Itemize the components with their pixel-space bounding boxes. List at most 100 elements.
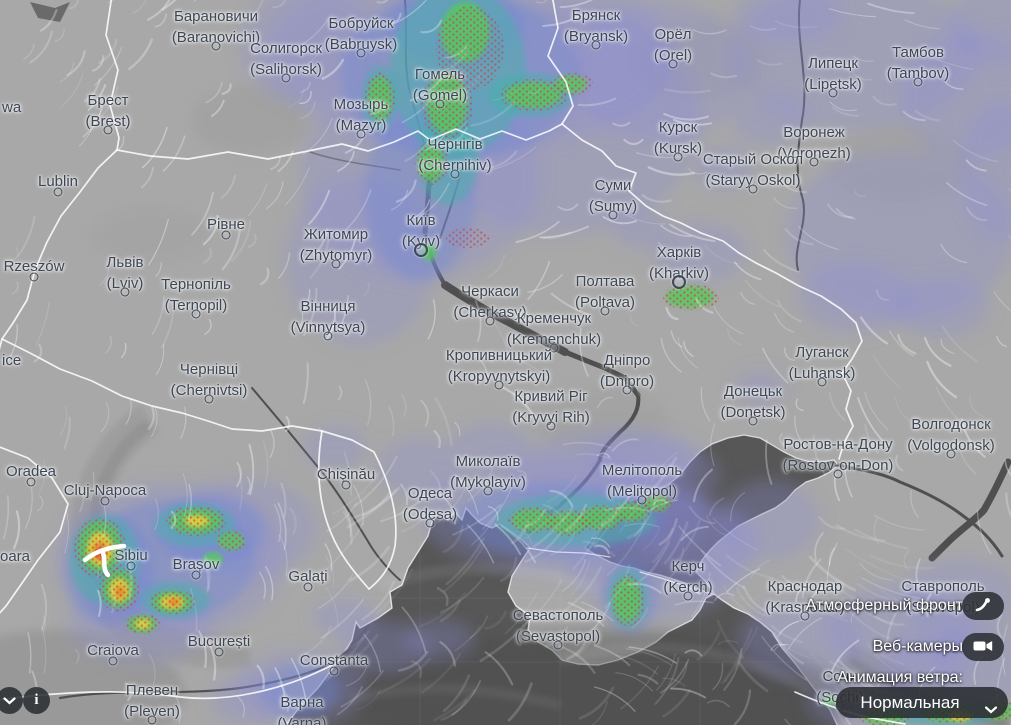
city-label: Мозырь (Mazyr): [333, 96, 389, 134]
city-label: Житомир (Zhytomyr): [299, 226, 373, 264]
city-label: Sibiu: [114, 547, 148, 564]
city-label: Суми (Sumy): [588, 177, 638, 215]
city-marker: [191, 309, 201, 319]
city-label: Кривий Ріг (Kryvyi Rih): [512, 388, 590, 426]
city-marker: [485, 316, 495, 326]
city-label: Севастополь (Sevastopol): [512, 607, 604, 645]
city-marker: [100, 496, 110, 506]
city-marker: [748, 416, 758, 426]
wind-animation-select[interactable]: Нормальная: [836, 687, 1008, 718]
city-label: Вінниця (Vinnytsya): [290, 298, 366, 336]
city-label: Керч (Kerch): [663, 558, 713, 596]
city-marker: [600, 306, 610, 316]
city-label: Луганск (Luhansk): [788, 344, 856, 382]
city-label: Дніпро (Dnipro): [599, 352, 655, 390]
city-label: Брянск (Bryansk): [563, 7, 629, 45]
city-label: Chişinău: [316, 466, 376, 483]
city-label: Барановичи (Baranovichi): [171, 8, 261, 46]
city-marker: [126, 561, 136, 571]
webcams-button[interactable]: [962, 633, 1004, 661]
city-label: Brașov: [172, 556, 220, 573]
collapse-button[interactable]: [0, 687, 23, 714]
city-marker: [673, 152, 683, 162]
city-label: Ставрополь (Stavropol): [901, 578, 985, 616]
city-marker: [191, 570, 201, 580]
city-marker: [211, 41, 221, 51]
wind-animation-value: Нормальная: [860, 692, 960, 712]
city-marker: [828, 88, 838, 98]
front-button[interactable]: [962, 592, 1004, 620]
city-marker: [450, 169, 460, 179]
city-marker: [549, 343, 559, 353]
city-label: Курск (Kursk): [653, 119, 703, 157]
city-label: Миколаїв (Mykolayiv): [450, 453, 526, 491]
info-button[interactable]: i: [23, 687, 50, 714]
city-marker: [425, 518, 435, 528]
city-label: Старый Оскол (Staryy Oskol): [702, 151, 804, 189]
city-label: Кропивницький (Kropyvnytskyi): [445, 347, 553, 385]
city-marker: [356, 129, 366, 139]
city-label: Cluj-Napoca: [63, 482, 147, 499]
city-marker: [214, 647, 224, 657]
city-label: Constanta: [299, 652, 369, 669]
video-camera-icon: [973, 640, 993, 655]
city-label: București: [187, 633, 251, 650]
city-label: Воронеж (Voronezh): [777, 124, 851, 162]
city-marker: [120, 287, 130, 297]
chevron-down-icon: [984, 699, 998, 719]
city-label: Львів (Lviv): [106, 254, 144, 292]
city-label: Брест (Brest): [85, 92, 131, 130]
city-label: Липецк (Lipetsk): [804, 55, 862, 93]
wind-animation-label: Анимация ветра:: [837, 669, 963, 686]
city-label: Одеса (Odesa): [402, 485, 458, 523]
city-marker: [546, 421, 556, 431]
city-marker: [281, 73, 291, 83]
city-label: Плевен (Pleven): [124, 682, 180, 720]
city-label: Тамбов (Tambov): [886, 44, 950, 82]
city-label: Galați: [288, 568, 328, 585]
city-marker: [221, 230, 231, 240]
city-marker: [817, 377, 827, 387]
city-marker: [809, 157, 819, 167]
city-marker: [356, 48, 366, 58]
city-label: Бобруйск (Babruysk): [324, 15, 398, 53]
city-label: Craiova: [87, 642, 139, 659]
city-label: Волгодонск (Volgodonsk): [907, 416, 995, 454]
city-label: Черкаси (Cherkasy): [453, 283, 527, 321]
lightning-mark: [82, 543, 127, 578]
city-marker: [833, 469, 843, 479]
city-marker: [323, 331, 333, 341]
city-marker: [748, 184, 758, 194]
city-label: Ростов-на-Дону (Rostov-on-Don): [782, 436, 894, 474]
city-marker: [913, 77, 923, 87]
city-label: wa: [2, 99, 22, 116]
city-marker: [26, 477, 36, 487]
city-label: Варна (Varna): [277, 694, 327, 725]
city-label: ice: [2, 352, 22, 369]
city-marker: [204, 394, 214, 404]
city-marker: [483, 486, 493, 496]
city-label: Полтава (Poltava): [574, 273, 636, 311]
city-marker: [341, 480, 351, 490]
city-marker: [147, 715, 157, 725]
city-marker: [103, 125, 113, 135]
city-label: Київ (Kyiv): [401, 212, 441, 250]
city-marker: [329, 666, 339, 676]
city-marker: [608, 210, 618, 220]
city-label: Гомель (Gomel): [412, 66, 468, 104]
city-marker: [672, 275, 686, 289]
city-label: Чернігів (Chernihiv): [418, 136, 492, 174]
city-label: Кременчук (Kremenchuk): [506, 310, 602, 348]
city-label: Харків (Kharkiv): [648, 244, 710, 282]
webcams-label: Веб-камеры: [872, 638, 963, 655]
city-label: Rzeszów: [3, 258, 65, 275]
city-marker: [553, 640, 563, 650]
city-label: Oradea: [5, 463, 57, 480]
front-label: Атмосферный фронт: [805, 597, 963, 614]
precipitation-layer: [55, 0, 1011, 725]
city-marker: [303, 582, 313, 592]
country-borders: [0, 0, 906, 725]
